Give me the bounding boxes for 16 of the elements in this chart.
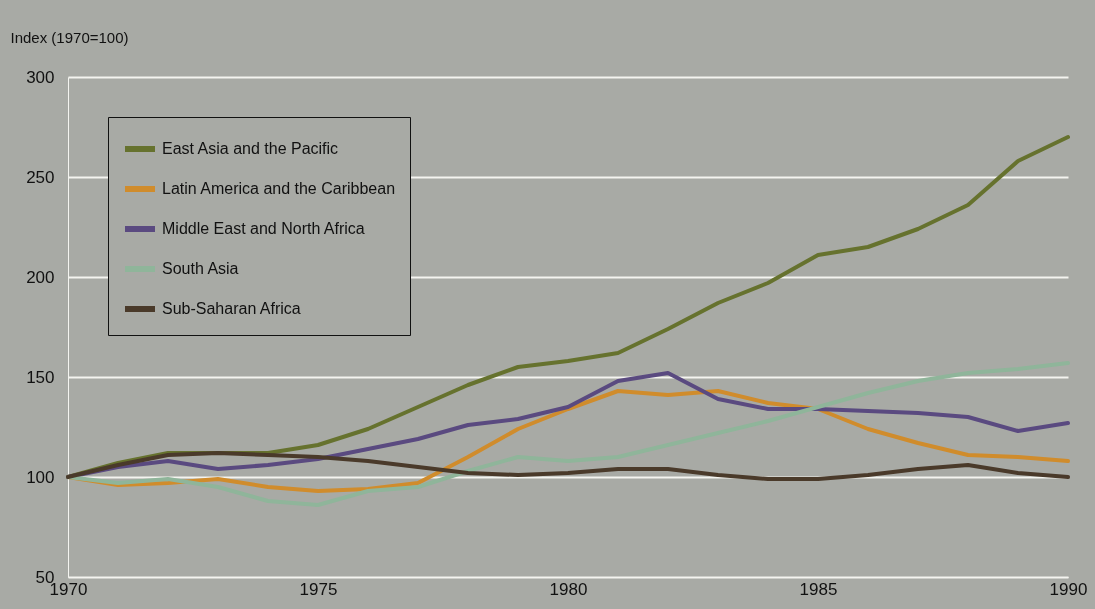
y-tick-label: 300: [26, 67, 55, 87]
y-tick-label: 250: [26, 167, 55, 187]
y-tick-label: 100: [26, 467, 55, 487]
line-series: [66, 451, 1070, 481]
legend-label: Middle East and North Africa: [162, 220, 365, 237]
x-tick-label: 1990: [1049, 579, 1088, 599]
legend-label: Latin America and the Caribbean: [162, 180, 396, 197]
y-tick-label: 150: [26, 367, 55, 387]
x-tick-label: 1985: [799, 579, 838, 599]
y-axis-title: Index (1970=100): [10, 28, 129, 46]
y-tick-label: 200: [26, 267, 55, 287]
legend-label: South Asia: [162, 260, 239, 277]
legend-label: East Asia and the Pacific: [162, 140, 339, 157]
legend-label: Sub-Saharan Africa: [162, 300, 301, 317]
x-tick-label: 1975: [299, 579, 338, 599]
x-tick-label: 1980: [549, 579, 588, 599]
